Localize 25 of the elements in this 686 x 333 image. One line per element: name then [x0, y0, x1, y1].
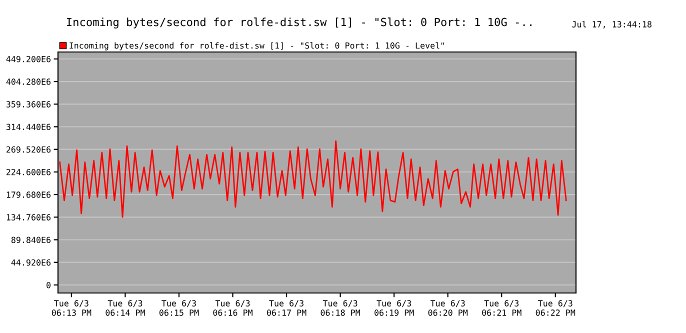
y-tick-label: 0: [46, 282, 51, 288]
x-tick-label: Tue 6/3 06:22 PM: [536, 300, 576, 316]
y-tick-label: 224.600E6: [6, 168, 51, 176]
x-tick-label: Tue 6/3 06:19 PM: [374, 300, 414, 316]
y-tick-label: 44.920E6: [11, 259, 51, 266]
x-tick-label: Tue 6/3 06:21 PM: [482, 300, 522, 316]
x-tick-label: Tue 6/3 06:17 PM: [267, 300, 306, 316]
x-tick-label: Tue 6/3 06:16 PM: [213, 300, 252, 316]
y-tick-label: 404.280E6: [6, 78, 51, 85]
y-tick-label: 134.760E6: [6, 214, 51, 220]
x-tick-label: Tue 6/3 06:15 PM: [159, 300, 199, 316]
line-series: [59, 140, 567, 218]
text: Jul 17, 13:44:18: [572, 20, 652, 28]
x-tick-label: Tue 6/3 06:20 PM: [428, 300, 468, 316]
y-tick-label: 314.440E6: [6, 124, 51, 130]
x-tick-label: Tue 6/3 06:14 PM: [106, 300, 145, 316]
y-tick-label: 359.360E6: [6, 101, 51, 108]
y-tick-label: 89.840E6: [11, 236, 51, 244]
y-tick-label: 269.520E6: [6, 146, 51, 153]
chart-title: Incoming bytes/second for rolfe-dist.sw [1] - "Slot: 0 Port: 1 10G -..: [66, 18, 532, 28]
y-tick-label: 449.200E6: [6, 56, 51, 62]
x-tick-label: Tue 6/3 06:13 PM: [52, 300, 92, 316]
y-tick-label: 179.680E6: [6, 192, 51, 198]
legend-label: Incoming bytes/second for rolfe-dist.sw [1] - "Slot: 0 Port: 1 10G - Level": [70, 42, 444, 50]
x-tick-label: Tue 6/3 06:18 PM: [320, 300, 360, 316]
